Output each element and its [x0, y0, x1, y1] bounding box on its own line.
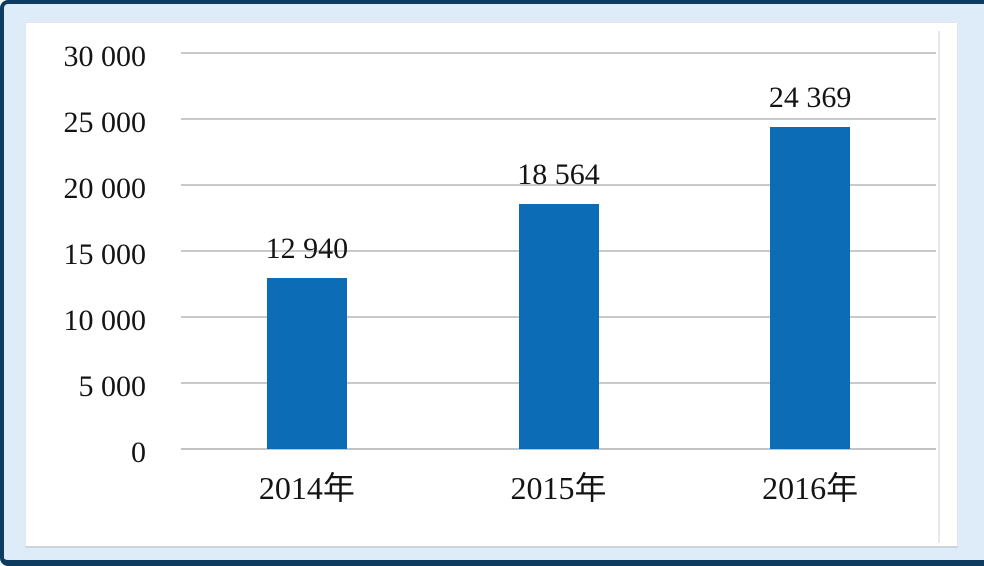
- y-axis-tick-label: 5 000: [78, 370, 147, 403]
- plot-area: 0 5 000 10 000 15 000 20 000 25 000 30 000 12 9…: [26, 23, 957, 546]
- plot-right-edge-line: [938, 31, 940, 543]
- gridline: [181, 184, 936, 186]
- bar-value-label: 24 369: [768, 81, 852, 115]
- bar-value-label: 18 564: [517, 157, 600, 191]
- x-axis-category-label: 2016年: [762, 470, 859, 506]
- bar-2014年: [266, 278, 347, 449]
- x-axis-category-label: 2014年: [258, 470, 355, 506]
- y-axis-tick-label: 10 000: [63, 304, 147, 337]
- x-axis-line: [181, 448, 936, 450]
- y-axis-tick-label: 30 000: [63, 40, 147, 73]
- x-axis-category-label: 2015年: [510, 470, 607, 506]
- chart-panel: 0 5 000 10 000 15 000 20 000 25 000 30 000 12 9…: [25, 22, 958, 548]
- y-axis-tick-label: 15 000: [63, 238, 147, 271]
- bar-value-label: 12 940: [265, 232, 349, 266]
- y-axis-tick-label: 25 000: [63, 106, 147, 139]
- bar-2015年: [518, 203, 599, 449]
- gridline: [181, 52, 936, 54]
- y-axis-tick-label: 20 000: [63, 172, 147, 205]
- bar-2016年: [770, 127, 851, 449]
- y-axis-tick-label: 0: [131, 436, 146, 469]
- gridline: [181, 118, 936, 120]
